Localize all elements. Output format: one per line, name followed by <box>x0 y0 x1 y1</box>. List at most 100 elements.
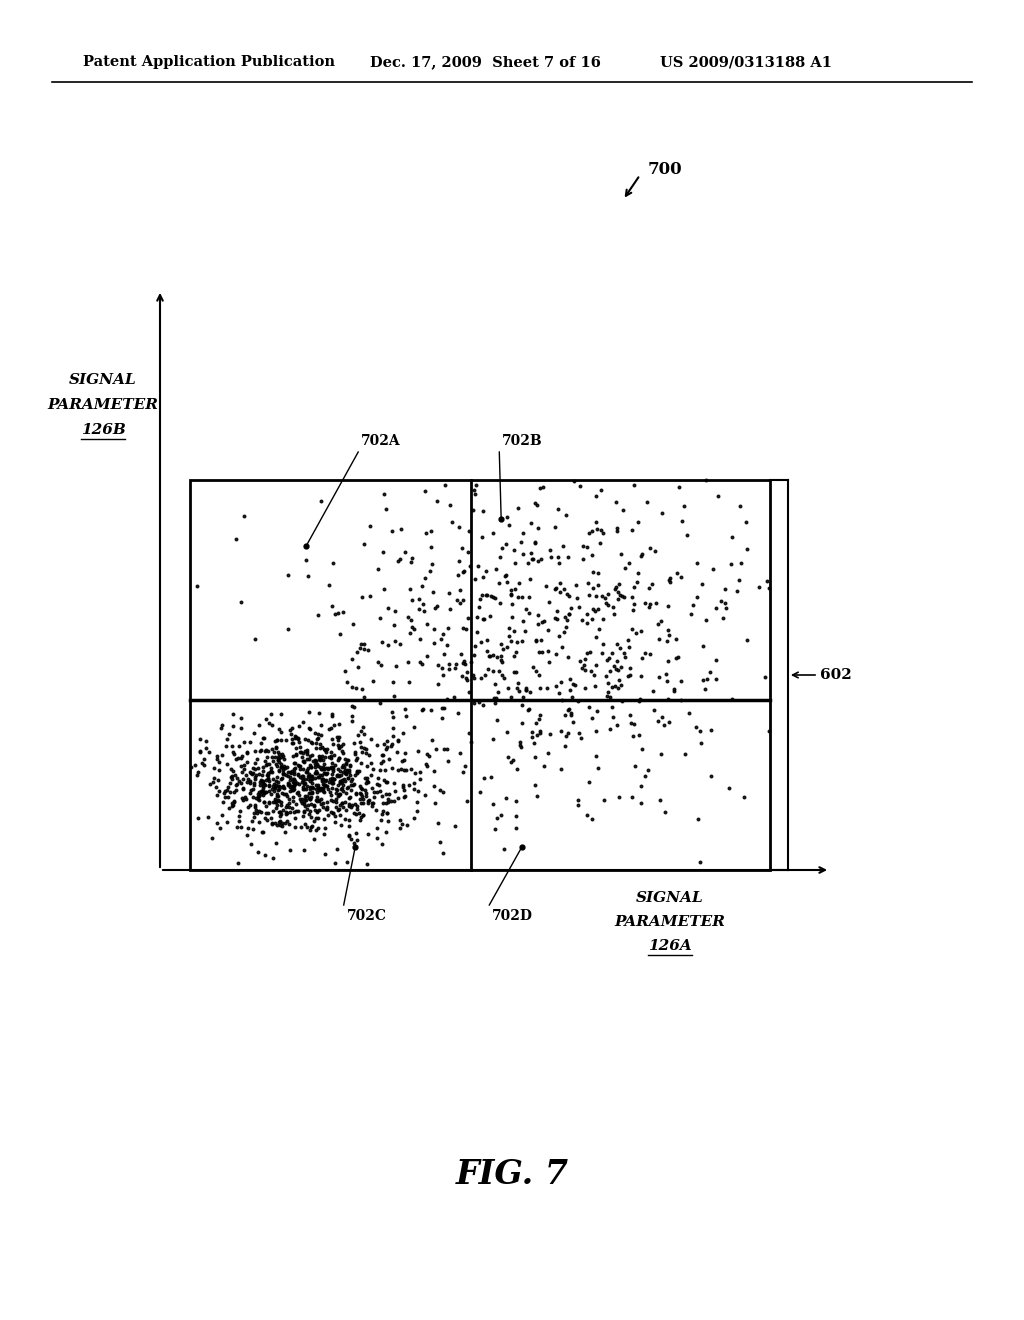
Point <box>607 577 624 598</box>
Point <box>482 766 499 787</box>
Point <box>189 764 206 785</box>
Point <box>347 750 364 771</box>
Point <box>255 756 271 777</box>
Point <box>233 744 250 766</box>
Point <box>332 772 348 793</box>
Point <box>627 756 643 777</box>
Point <box>390 730 407 751</box>
Point <box>621 553 637 574</box>
Point <box>210 770 226 791</box>
Point <box>234 789 251 810</box>
Point <box>423 521 439 543</box>
Point <box>264 779 281 800</box>
Point <box>308 760 325 781</box>
Point <box>209 813 225 834</box>
Point <box>626 713 642 734</box>
Point <box>291 715 307 737</box>
Point <box>585 577 601 598</box>
Point <box>460 541 476 562</box>
Point <box>272 768 289 789</box>
Point <box>365 671 381 692</box>
Point <box>668 648 684 669</box>
Point <box>261 775 278 796</box>
Point <box>324 595 340 616</box>
Point <box>629 572 645 593</box>
Point <box>253 783 269 804</box>
Point <box>403 548 420 569</box>
Point <box>315 781 332 803</box>
Point <box>403 590 420 611</box>
Point <box>459 669 475 690</box>
Point <box>344 768 360 789</box>
Point <box>275 763 292 784</box>
Point <box>255 775 271 796</box>
Point <box>250 789 266 810</box>
Point <box>530 642 547 663</box>
Point <box>626 475 642 496</box>
Point <box>346 774 362 795</box>
Point <box>256 727 272 748</box>
Point <box>348 799 365 820</box>
Point <box>387 630 403 651</box>
Point <box>439 635 456 656</box>
Point <box>634 544 650 565</box>
Point <box>575 655 592 676</box>
Point <box>622 664 638 685</box>
Point <box>279 803 295 824</box>
Point <box>499 533 515 554</box>
Point <box>387 601 403 622</box>
Point <box>584 520 600 541</box>
Point <box>379 803 395 824</box>
Point <box>326 768 342 789</box>
Point <box>530 708 547 729</box>
Point <box>264 813 281 834</box>
Point <box>423 729 439 750</box>
Point <box>487 587 504 609</box>
Point <box>505 750 521 771</box>
Point <box>629 623 645 644</box>
Point <box>325 734 341 755</box>
Point <box>226 743 243 764</box>
Point <box>348 642 365 663</box>
Point <box>400 671 417 692</box>
Point <box>494 649 510 671</box>
Point <box>718 598 734 619</box>
Point <box>353 777 370 799</box>
Point <box>421 746 437 767</box>
Point <box>385 791 401 812</box>
Point <box>352 737 369 758</box>
Point <box>384 521 400 543</box>
Point <box>319 779 336 800</box>
Point <box>518 677 535 698</box>
Point <box>307 807 324 828</box>
Point <box>347 793 364 814</box>
Point <box>575 536 592 557</box>
Point <box>271 719 288 741</box>
Point <box>296 752 312 774</box>
Point <box>311 800 328 821</box>
Point <box>503 686 519 708</box>
Point <box>328 754 344 775</box>
Point <box>355 737 372 758</box>
Point <box>240 768 256 789</box>
Point <box>761 721 777 742</box>
Point <box>219 787 236 808</box>
Point <box>403 616 420 638</box>
Point <box>317 843 334 865</box>
Point <box>414 576 430 597</box>
Point <box>409 791 425 812</box>
Point <box>440 618 457 639</box>
Point <box>600 583 616 605</box>
Point <box>529 605 546 626</box>
Point <box>247 759 263 780</box>
Point <box>474 583 490 605</box>
Point <box>468 475 484 496</box>
Point <box>580 804 596 825</box>
Point <box>471 597 487 618</box>
Point <box>209 784 225 805</box>
Point <box>528 495 545 516</box>
Point <box>308 791 325 812</box>
Text: PARAMETER: PARAMETER <box>47 399 159 412</box>
Point <box>681 702 697 723</box>
Point <box>278 797 294 818</box>
